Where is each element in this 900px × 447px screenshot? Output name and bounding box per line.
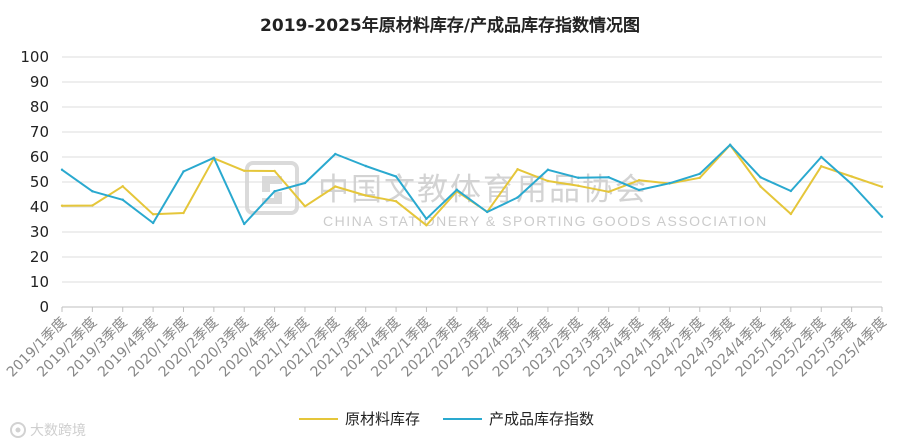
- data-point: [303, 205, 307, 208]
- data-point: [121, 185, 124, 188]
- data-point: [394, 200, 398, 203]
- data-point: [182, 211, 185, 215]
- association-logo-icon: [245, 161, 299, 215]
- data-point: [516, 196, 519, 199]
- data-point: [243, 222, 246, 226]
- data-point: [516, 168, 519, 171]
- x-axis-ticks: 2019/1季度2019/2季度2019/3季度2019/4季度2020/1季度…: [4, 307, 890, 380]
- y-tick-label: 20: [30, 248, 49, 266]
- data-point: [759, 185, 762, 188]
- data-point: [273, 169, 276, 173]
- data-point: [121, 198, 124, 201]
- data-point: [212, 156, 216, 159]
- data-point: [303, 181, 307, 185]
- legend-item-finished-goods: 产成品库存指数: [443, 410, 594, 428]
- y-tick-label: 90: [30, 73, 49, 91]
- data-point: [60, 204, 64, 207]
- data-point: [789, 189, 793, 193]
- legend-label-raw-material: 原材料库存: [345, 410, 420, 428]
- data-point: [880, 215, 884, 218]
- y-tick-label: 40: [30, 198, 49, 216]
- brand-logo-icon: [10, 422, 26, 438]
- data-point: [455, 188, 459, 191]
- y-tick-label: 10: [30, 273, 49, 291]
- data-point: [546, 168, 550, 171]
- series-lines: [60, 143, 884, 227]
- data-point: [425, 217, 428, 220]
- data-point: [577, 176, 580, 179]
- data-point: [789, 212, 793, 216]
- data-point: [364, 164, 367, 168]
- data-point: [91, 204, 94, 207]
- data-point: [485, 210, 489, 214]
- data-point: [394, 175, 398, 178]
- data-point: [850, 182, 853, 186]
- data-point: [91, 190, 94, 193]
- data-point: [820, 165, 823, 168]
- grid-lines: [62, 56, 882, 308]
- data-point: [820, 155, 823, 159]
- legend-item-raw-material: 原材料库存: [299, 410, 420, 428]
- data-point: [151, 213, 155, 216]
- finished-goods-inventory-line: [61, 143, 883, 225]
- data-point: [668, 182, 671, 185]
- y-tick-label: 50: [30, 173, 49, 191]
- data-point: [151, 221, 155, 225]
- y-axis-ticks: 0 10 20 30 40 50 60 70 80 90 100: [20, 48, 49, 316]
- data-point: [607, 190, 610, 193]
- data-point: [243, 169, 246, 172]
- y-tick-label: 70: [30, 123, 49, 141]
- data-point: [698, 172, 701, 175]
- data-point: [334, 152, 337, 156]
- brand-mark: 大数跨境: [10, 422, 86, 439]
- data-point: [880, 185, 884, 188]
- legend: 原材料库存 产成品库存指数: [299, 410, 594, 428]
- y-tick-label: 30: [30, 223, 49, 241]
- chart-title: 2019-2025年原材料库存/产成品库存指数情况图: [260, 15, 640, 36]
- data-point: [728, 143, 732, 146]
- watermark-english-text: CHINA STATIONERY & SPORTING GOODS ASSOCI…: [323, 213, 768, 229]
- data-point: [577, 184, 580, 187]
- data-point: [607, 176, 610, 179]
- association-watermark: 中国文教体育用品协会 CHINA STATIONERY & SPORTING G…: [245, 161, 768, 229]
- y-tick-label: 0: [39, 298, 49, 316]
- legend-label-finished-goods: 产成品库存指数: [489, 410, 594, 428]
- data-point: [759, 176, 762, 179]
- data-point: [60, 168, 64, 171]
- y-tick-label: 80: [30, 98, 49, 116]
- data-point: [273, 190, 276, 193]
- data-point: [334, 185, 337, 188]
- data-point: [850, 175, 853, 178]
- data-point: [698, 176, 701, 179]
- data-point: [546, 179, 550, 183]
- y-tick-label: 100: [20, 48, 49, 66]
- data-point: [425, 224, 428, 227]
- data-point: [637, 188, 641, 192]
- brand-name: 大数跨境: [30, 423, 86, 439]
- data-point: [637, 179, 641, 182]
- y-tick-label: 60: [30, 148, 49, 166]
- data-point: [182, 170, 185, 173]
- data-point: [364, 194, 367, 197]
